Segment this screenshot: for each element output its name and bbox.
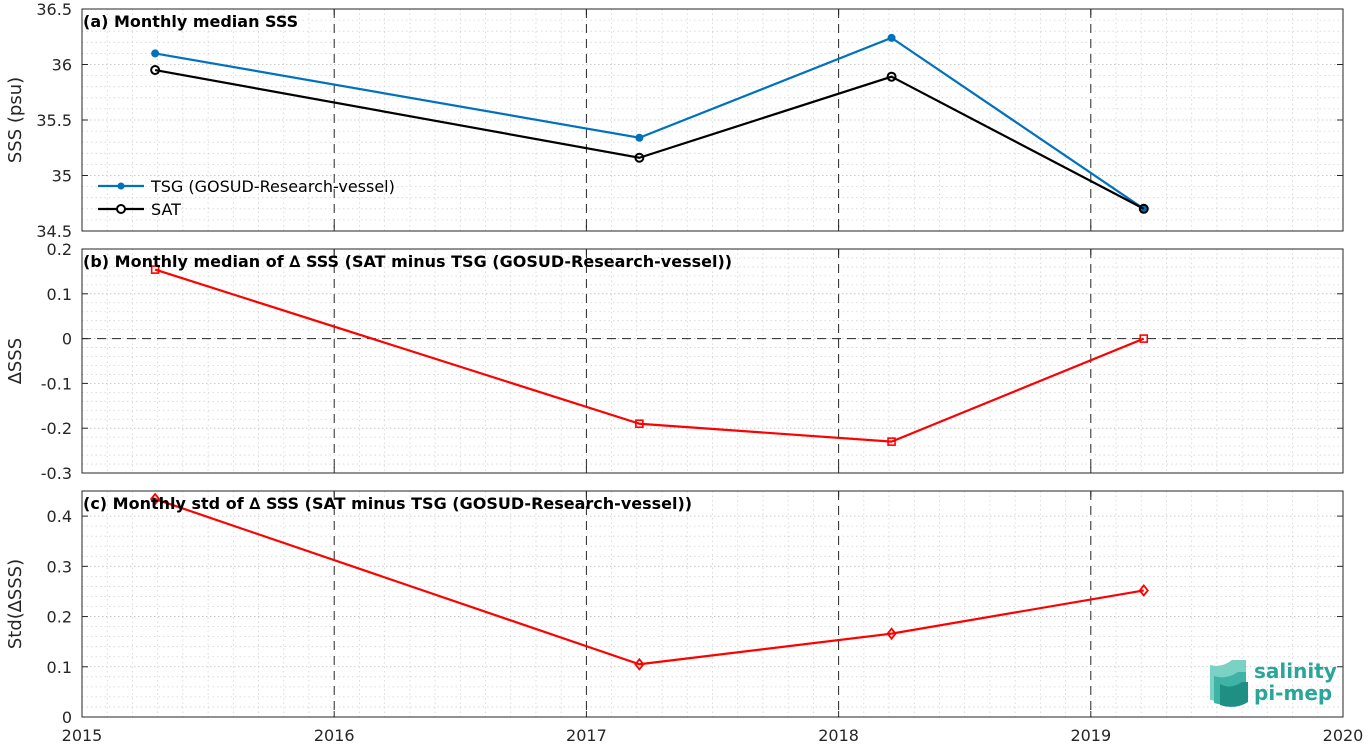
series-line [154, 268, 1145, 443]
data-point [150, 65, 161, 76]
panel-1: 34.5 35 35.5 36 36.5 SSS (psu) (a) Monthly med… [5, 0, 1344, 241]
ytick-label: 35 [52, 167, 72, 186]
data-point [1139, 334, 1149, 343]
data-point [886, 627, 897, 641]
ytick-label: 0.4 [47, 507, 72, 526]
series-line [154, 68, 1145, 210]
data-point [887, 437, 896, 446]
ytick-label: -0.1 [41, 374, 72, 393]
ytick-label: 0 [62, 330, 72, 349]
panel-3: 0 0.1 0.2 0.3 0.4 Std(∆SSS) (c) Monthly std of… [5, 490, 1344, 727]
y-axis-label: Std(∆SSS) [5, 559, 26, 649]
data-point [635, 133, 644, 142]
data-point [635, 419, 644, 429]
ytick-label: 0.2 [47, 240, 72, 259]
panel-2: -0.3 -0.2 -0.1 0 0.1 0.2 ∆SSS (b) Monthly media… [5, 240, 1344, 483]
data-point [886, 71, 897, 82]
xtick-label: 2019 [1070, 726, 1111, 745]
ytick-label: -0.3 [41, 464, 72, 483]
data-point [149, 492, 161, 506]
ytick-label: 0 [62, 708, 72, 727]
plot-frame [81, 490, 1344, 718]
plot-frame [81, 8, 1344, 232]
data-point [634, 657, 645, 671]
ytick-label: 36.5 [36, 0, 72, 19]
panel-title: (b) Monthly median of ∆ SSS (SAT minus T… [83, 252, 732, 271]
logo-wave-icon [1210, 660, 1248, 707]
xtick-label: 2018 [818, 726, 859, 745]
xtick-label: 2020 [1323, 726, 1364, 745]
logo-text-line2: pi-mep [1254, 681, 1332, 705]
plot-frame [81, 248, 1344, 474]
ytick-label: 0.1 [47, 658, 72, 677]
panels: 34.5 35 35.5 36 36.5 SSS (psu) (a) Monthly med… [5, 0, 1344, 727]
data-point [887, 33, 896, 42]
legend-label: SAT [151, 200, 181, 219]
y-axis-label: ∆SSS [5, 338, 26, 385]
ytick-label: 0.3 [47, 557, 72, 576]
panel-title: (a) Monthly median SSS [83, 12, 298, 31]
data-point [150, 265, 160, 274]
xtick-label: 2017 [566, 726, 607, 745]
legend-item: SAT [98, 200, 181, 219]
xtick-label: 2015 [62, 726, 103, 745]
series-line [154, 497, 1144, 666]
legend-marker [117, 182, 125, 190]
legend-label: TSG (GOSUD-Research-vessel) [150, 177, 395, 196]
data-point [151, 49, 160, 58]
legend-item: TSG (GOSUD-Research-vessel) [98, 177, 395, 196]
y-axis-label: SSS (psu) [5, 77, 26, 163]
legend-marker [116, 204, 126, 214]
x-axis: 2015 2016 2017 2018 2019 2020 [62, 726, 1364, 745]
ytick-label: 36 [52, 56, 72, 75]
ytick-label: 35.5 [36, 111, 72, 130]
data-point [634, 152, 645, 163]
legend: TSG (GOSUD-Research-vessel) SAT [98, 177, 395, 219]
ytick-label: -0.2 [41, 419, 72, 438]
salinity-pi-mep-logo: salinity pi-mep [1210, 659, 1337, 707]
series-line [154, 36, 1145, 210]
data-point [1138, 203, 1149, 214]
logo-text-line1: salinity [1254, 659, 1337, 683]
ytick-label: 34.5 [36, 222, 72, 241]
ytick-label: 0.2 [47, 608, 72, 627]
panel-title: (c) Monthly std of ∆ SSS (SAT minus TSG … [83, 494, 692, 513]
data-point [1138, 583, 1149, 597]
ytick-label: 0.1 [47, 285, 72, 304]
xtick-label: 2016 [314, 726, 355, 745]
